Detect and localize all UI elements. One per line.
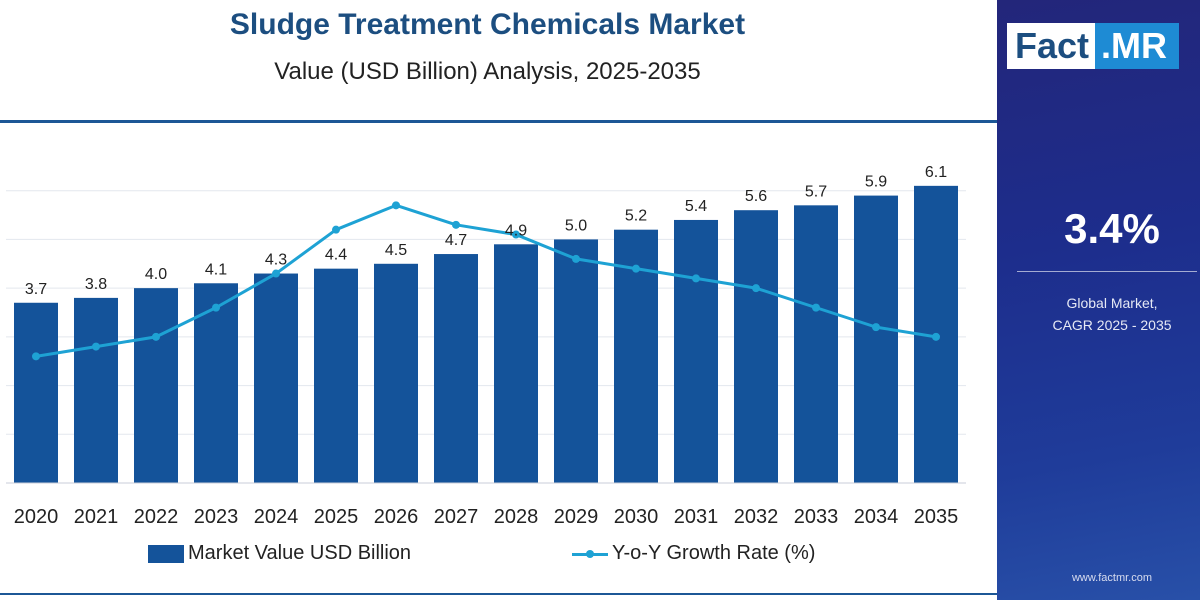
panel-divider — [1017, 271, 1197, 272]
data-label-2034: 5.9 — [865, 174, 887, 191]
data-label-2030: 5.2 — [625, 208, 647, 225]
data-label-2031: 5.4 — [685, 198, 707, 215]
x-tick-label-2030: 2030 — [614, 506, 659, 528]
data-label-2025: 4.4 — [325, 247, 347, 264]
x-tick-label-2023: 2023 — [194, 506, 239, 528]
x-tick-label-2025: 2025 — [314, 506, 359, 528]
x-tick-label-2028: 2028 — [494, 506, 539, 528]
data-label-2026: 4.5 — [385, 242, 407, 259]
bar-2033 — [794, 205, 838, 484]
data-label-2020: 3.7 — [25, 281, 47, 298]
data-label-2023: 4.1 — [205, 261, 227, 278]
bar-2027 — [434, 254, 478, 483]
logo-text-fact: Fact — [1007, 23, 1096, 69]
cagr-label: Global Market, CAGR 2025 - 2035 — [997, 292, 1200, 336]
legend-bar-label: Market Value USD Billion — [188, 542, 412, 564]
legend-line-swatch — [572, 545, 608, 563]
x-tick-label-2022: 2022 — [134, 506, 179, 528]
header-divider — [0, 120, 997, 123]
data-label-2021: 3.8 — [85, 276, 107, 293]
bar-2023 — [194, 283, 238, 483]
bar-2020 — [14, 302, 58, 483]
x-tick-label-2029: 2029 — [554, 506, 599, 528]
chart-title: Sludge Treatment Chemicals Market — [229, 8, 746, 41]
x-tick-label-2020: 2020 — [14, 506, 59, 528]
side-panel: Fact .MR 3.4% Global Market, CAGR 2025 -… — [997, 0, 1200, 600]
data-label-2028: 4.9 — [505, 222, 527, 239]
growth-point-2021 — [92, 342, 100, 351]
bar-2024 — [254, 273, 298, 483]
growth-point-2033 — [812, 303, 820, 312]
cagr-label-line1: Global Market, — [1066, 295, 1158, 311]
data-label-2035: 6.1 — [925, 164, 947, 181]
data-label-2032: 5.6 — [745, 188, 767, 205]
bar-2034 — [854, 195, 898, 484]
growth-rate-line — [35, 203, 937, 358]
growth-point-2034 — [872, 323, 880, 332]
growth-point-2024 — [272, 269, 280, 278]
growth-point-2025 — [332, 225, 340, 234]
bar-2026 — [374, 263, 418, 483]
x-tick-label-2026: 2026 — [374, 506, 419, 528]
chart-area: Sludge Treatment Chemicals Market Value … — [0, 8, 997, 595]
growth-point-2023 — [212, 303, 220, 312]
x-tick-label-2035: 2035 — [914, 506, 959, 528]
x-tick-label-2032: 2032 — [734, 506, 779, 528]
footer-divider — [0, 593, 997, 595]
data-label-2027: 4.7 — [445, 232, 467, 249]
growth-point-2022 — [152, 332, 160, 341]
bar-2022 — [134, 288, 178, 483]
growth-point-2027 — [452, 220, 460, 229]
growth-point-2031 — [692, 274, 700, 283]
legend-bar-swatch — [148, 544, 184, 563]
data-label-2029: 5.0 — [565, 217, 587, 234]
cagr-value: 3.4% — [1064, 205, 1160, 252]
bar-2029 — [554, 239, 598, 483]
data-label-2033: 5.7 — [805, 183, 827, 200]
bar-2025 — [314, 268, 358, 483]
x-tick-label-2021: 2021 — [74, 506, 119, 528]
x-tick-label-2027: 2027 — [434, 506, 479, 528]
legend-line-label: Y-o-Y Growth Rate (%) — [612, 542, 816, 564]
chart-subtitle: Value (USD Billion) Analysis, 2025-2035 — [274, 58, 701, 85]
x-tick-label-2034: 2034 — [854, 506, 899, 528]
data-label-2022: 4.0 — [145, 266, 167, 283]
growth-point-2020 — [32, 352, 40, 361]
legend-item-growth-rate: Y-o-Y Growth Rate (%) — [572, 542, 815, 565]
bar-2031 — [674, 219, 718, 483]
cagr-label-line2: CAGR 2025 - 2035 — [1052, 317, 1172, 333]
factmr-logo: Fact .MR — [1007, 23, 1180, 69]
bar-2032 — [734, 210, 778, 483]
bar-2021 — [74, 297, 118, 483]
chart-plot: 3.7 3.8 4.0 4.1 4.3 4.4 4.5 4.7 4.9 5.0 5.2 5.4 5.6 5… — [6, 164, 966, 528]
x-tick-label-2033: 2033 — [794, 506, 839, 528]
growth-point-2032 — [752, 284, 760, 293]
website-link[interactable]: www.factmr.com — [1071, 572, 1153, 584]
data-label-2024: 4.3 — [265, 252, 287, 269]
x-tick-label-2024: 2024 — [254, 506, 299, 528]
x-tick-label-2031: 2031 — [674, 506, 719, 528]
growth-point-2029 — [572, 254, 580, 263]
growth-point-2028 — [512, 230, 520, 239]
growth-point-2035 — [932, 332, 940, 341]
logo-text-mr: .MR — [1095, 23, 1180, 69]
growth-point-2030 — [632, 264, 640, 273]
growth-point-2026 — [392, 201, 400, 210]
legend-item-market-value: Market Value USD Billion — [148, 542, 411, 565]
bar-2028 — [494, 244, 538, 483]
